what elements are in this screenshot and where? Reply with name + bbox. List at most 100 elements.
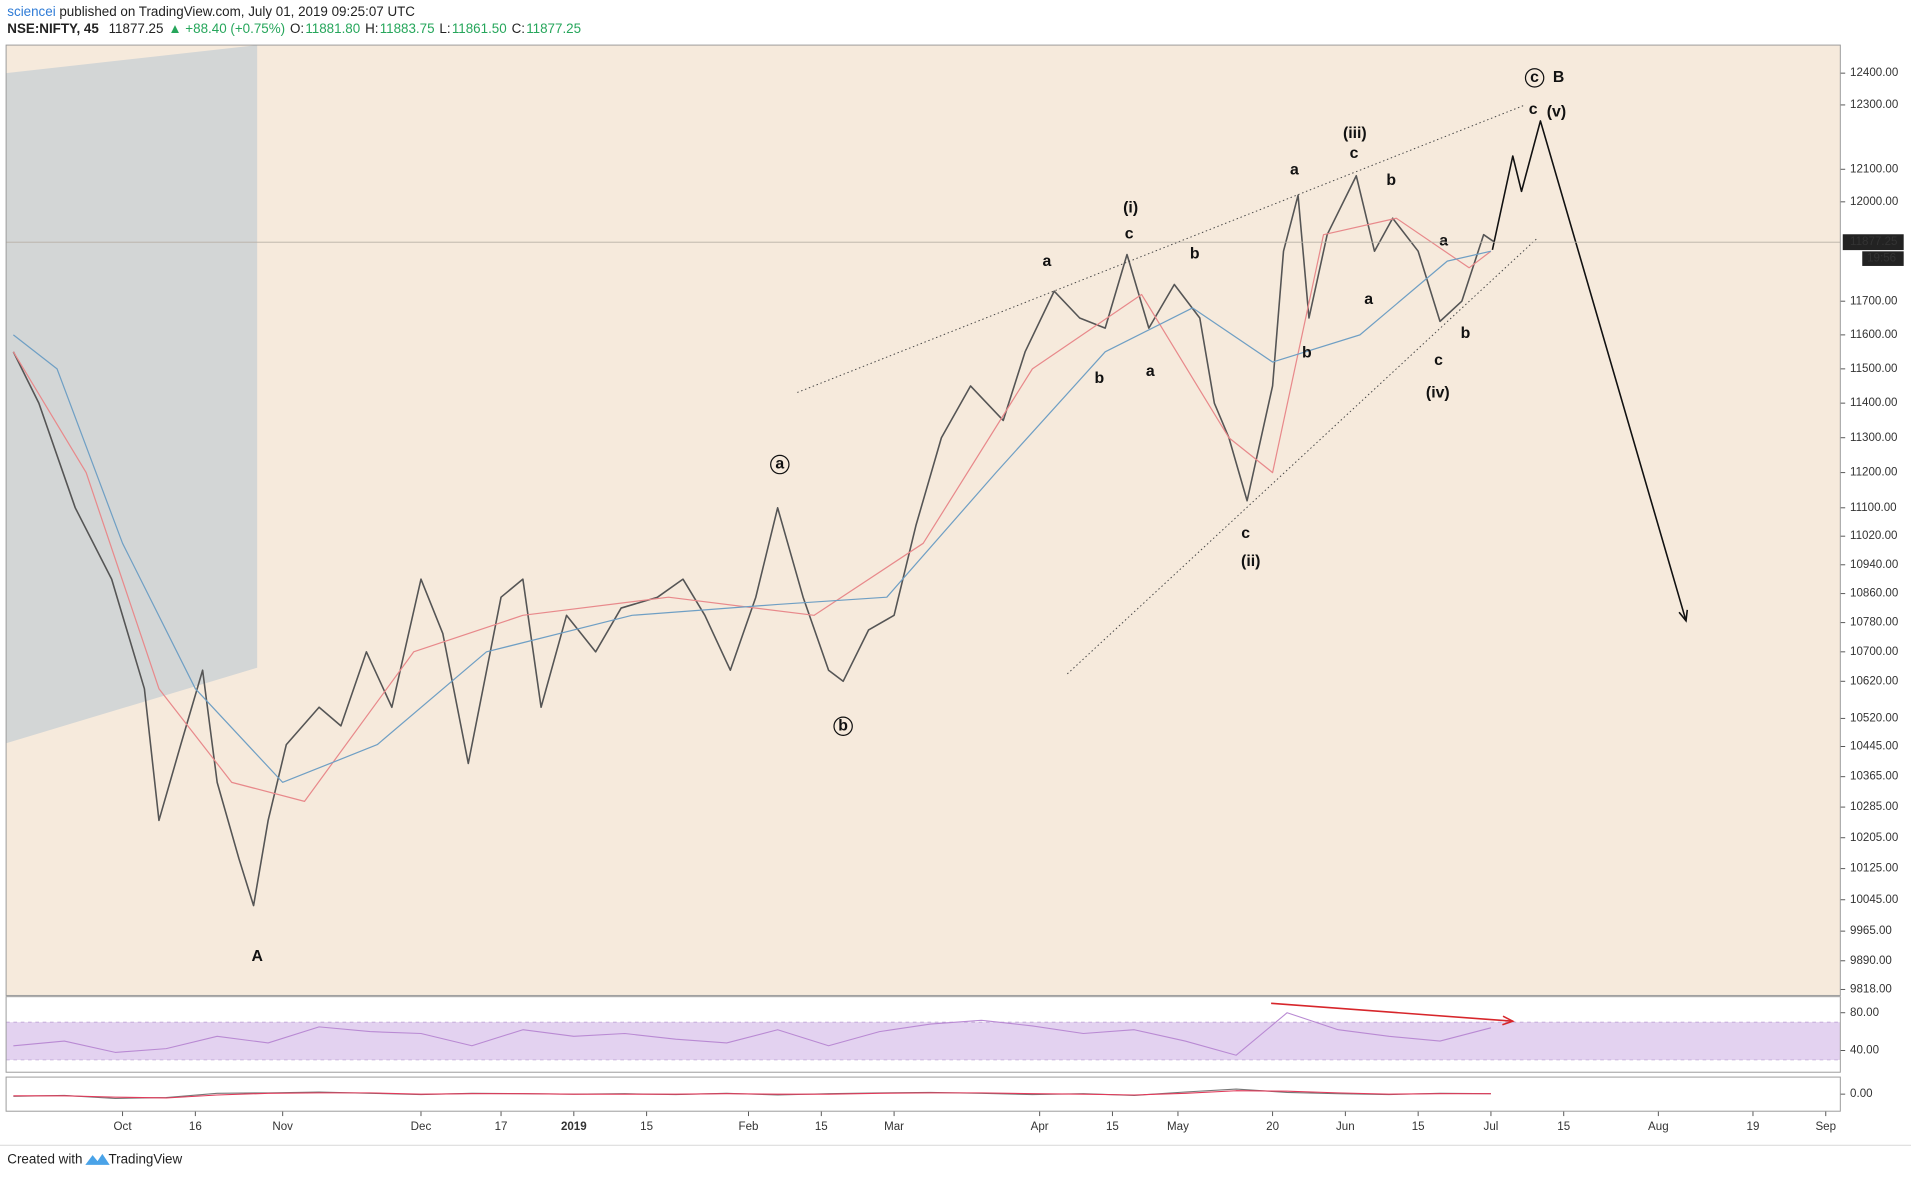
x-tick-label: 15 (1106, 1121, 1119, 1133)
footer-brand[interactable]: TradingView (108, 1151, 182, 1166)
x-tick-label: Oct (114, 1121, 133, 1133)
header-line-2: NSE:NIFTY, 45 11877.25 ▲ +88.40 (+0.75%) O:… (7, 21, 581, 36)
y-tick-label: 10205.00 (1850, 832, 1898, 844)
wave-label: c (1350, 145, 1359, 162)
ohlc-label: C: (512, 21, 525, 36)
series-line (13, 1012, 1492, 1056)
y-tick-label: 10940.00 (1850, 559, 1898, 571)
y-tick-label: 10445.00 (1850, 741, 1898, 753)
series-line (12, 217, 1492, 802)
countdown-box (1862, 251, 1904, 266)
y-tick-label: 11600.00 (1850, 329, 1897, 341)
wave-label: b (1302, 344, 1312, 361)
panels: 12400.00 12300.00 12100.00 12000.00 11700.00… (5, 44, 1904, 1133)
shaded-zone (6, 45, 258, 744)
x-tick-label: Mar (884, 1121, 904, 1133)
x-tick-label: 15 (815, 1121, 828, 1133)
y-tick-label: 10285.00 (1850, 801, 1898, 813)
x-tick-label: 20 (1266, 1121, 1279, 1133)
countdown-label: 19:56 (1867, 253, 1896, 265)
wave-label: b (1095, 370, 1105, 387)
rsi-band (6, 1022, 1841, 1060)
y-tick-label: 10860.00 (1850, 588, 1898, 600)
y-tick-label: 9818.00 (1850, 984, 1892, 996)
y-tick-label: 11200.00 (1850, 467, 1897, 479)
x-tick-label: 17 (495, 1121, 508, 1133)
logo-shape (85, 1153, 110, 1165)
y-tick-label: 11500.00 (1850, 363, 1897, 375)
y-tick-label: 10520.00 (1850, 712, 1898, 724)
wave-label: a (1043, 253, 1052, 270)
ohlc-value: 11881.80 (305, 21, 360, 36)
tradingview-logo (85, 1153, 110, 1165)
x-tick-label: 15 (1412, 1121, 1425, 1133)
footer-prefix: Created with (7, 1151, 82, 1166)
panel-background (6, 45, 1841, 996)
symbol: NSE:NIFTY, 45 (7, 21, 99, 36)
wave-label: b (1386, 172, 1396, 189)
y-tick-label: 10620.00 (1850, 675, 1898, 687)
x-tick-label: 16 (189, 1121, 202, 1133)
wave-label: (iv) (1426, 385, 1450, 402)
x-tick-label: Jun (1336, 1121, 1355, 1133)
x-tick-label: 2019 (561, 1121, 587, 1133)
y-tick-label: 12400.00 (1850, 67, 1898, 79)
wave-label: c (1241, 525, 1250, 542)
wave-label: c (1530, 69, 1539, 86)
x-tick-label: Apr (1031, 1121, 1049, 1133)
ohlc-value: 11883.75 (380, 21, 435, 36)
y-tick-label: 11400.00 (1850, 397, 1897, 409)
arrow-line (1491, 120, 1687, 622)
x-tick-label: Sep (1815, 1121, 1836, 1133)
x-tick-label: Feb (739, 1121, 759, 1133)
wave-label: b (838, 717, 848, 734)
x-tick-label: Nov (272, 1121, 293, 1133)
panel-border (5, 1076, 1841, 1112)
x-tick-label: Aug (1648, 1121, 1669, 1133)
wave-label: a (1364, 291, 1373, 308)
published-info: published on TradingView.com, July 01, 2… (59, 4, 415, 19)
ohlc-label: H: (365, 21, 378, 36)
y-tick-label: 11100.00 (1850, 502, 1897, 514)
y-tick-label: 80.00 (1850, 1007, 1879, 1019)
wave-label: c (1125, 226, 1134, 243)
wave-label: a (775, 456, 784, 473)
wave-label: c (1529, 101, 1538, 118)
x-tick-label: 15 (640, 1121, 653, 1133)
ohlc-label: L: (439, 21, 450, 36)
y-tick-label: 9890.00 (1850, 955, 1892, 967)
y-tick-label: 0.00 (1850, 1088, 1873, 1100)
y-tick-label: 12000.00 (1850, 196, 1898, 208)
last-price-label: 11877.25 (1850, 236, 1897, 248)
y-tick-label: 9965.00 (1850, 925, 1892, 937)
wave-label: B (1553, 69, 1564, 86)
panel-background (6, 1077, 1841, 1112)
change: ▲ +88.40 (+0.75%) (168, 21, 285, 36)
wave-label: b (1461, 325, 1471, 342)
wave-label: (v) (1547, 103, 1566, 120)
x-tick-label: 15 (1557, 1121, 1570, 1133)
y-tick-label: 11300.00 (1850, 432, 1897, 444)
y-tick-label: 10780.00 (1850, 617, 1898, 629)
x-tick-label: Jul (1484, 1121, 1499, 1133)
annotation-circle (770, 454, 790, 475)
y-tick-label: 10700.00 (1850, 646, 1898, 658)
y-tick-label: 10045.00 (1850, 894, 1898, 906)
series-line (1066, 238, 1538, 675)
series-line (12, 174, 1496, 907)
wave-label: c (1434, 352, 1443, 369)
wave-label: b (1190, 246, 1200, 263)
arrow-head (1678, 609, 1689, 623)
wave-label: a (1290, 162, 1299, 179)
price: 11877.25 (109, 21, 164, 36)
author[interactable]: sciencei (7, 4, 55, 19)
panel-border (5, 44, 1841, 996)
wave-label: (iii) (1343, 125, 1367, 142)
wave-label: a (1146, 363, 1155, 380)
y-tick-label: 12300.00 (1850, 99, 1898, 111)
panel: 12400.00 12300.00 12100.00 12000.00 11700.00… (5, 44, 1904, 996)
ohlc-value: 11861.50 (452, 21, 507, 36)
